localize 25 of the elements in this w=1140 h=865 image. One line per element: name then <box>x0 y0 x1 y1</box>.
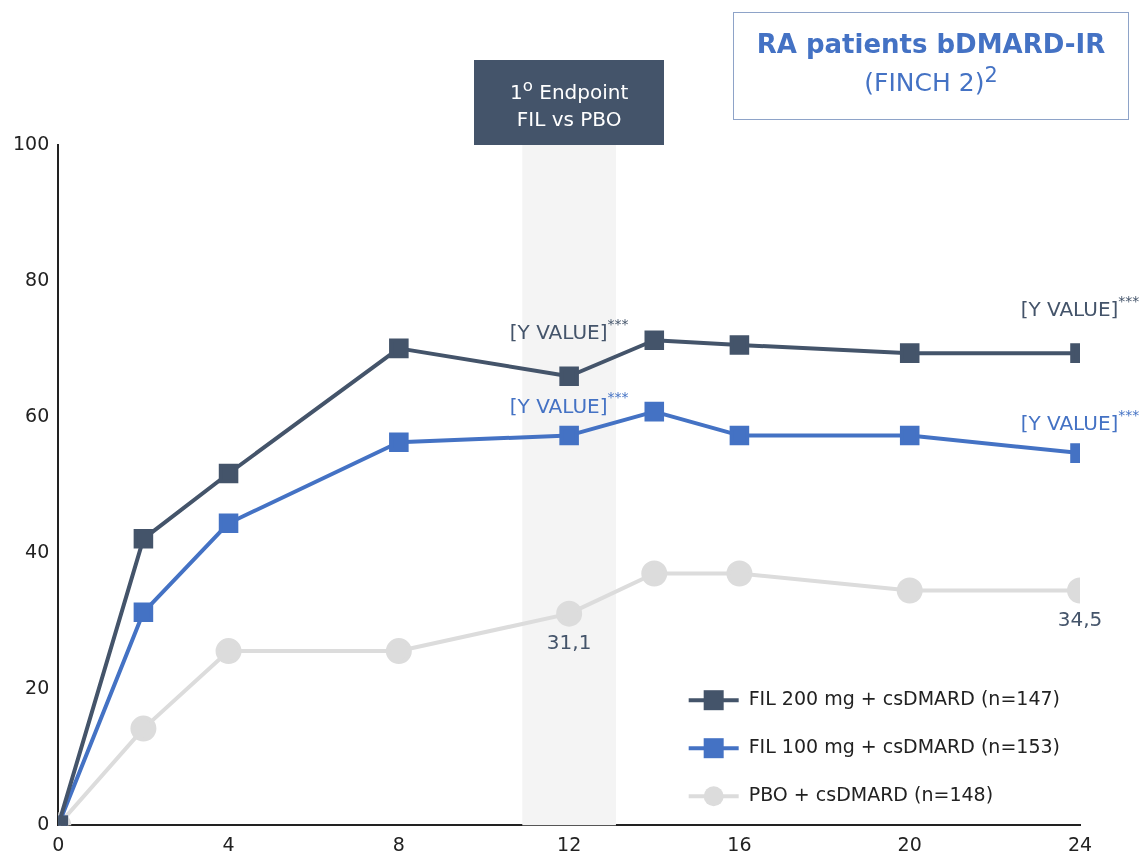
y-tick-label: 20 <box>25 676 50 699</box>
data-label: [Y VALUE]*** <box>1020 406 1140 436</box>
x-tick-label: 20 <box>897 832 922 855</box>
data-label: [Y VALUE]*** <box>509 389 629 418</box>
x-tick-label: 8 <box>392 832 405 855</box>
data-label: 31,1 <box>546 629 592 654</box>
data-label: [Y VALUE]*** <box>1020 292 1140 322</box>
y-tick-label: 60 <box>25 404 50 427</box>
legend-label: FIL 100 mg + csDMARD (n=153) <box>748 735 1061 758</box>
data-label: [Y VALUE]*** <box>509 315 629 345</box>
y-tick-label: 100 <box>13 131 50 154</box>
x-tick-label: 0 <box>52 832 65 855</box>
x-tick-label: 4 <box>222 832 235 855</box>
x-tick-label: 12 <box>557 832 582 855</box>
legend-label: PBO + csDMARD (n=148) <box>748 783 994 806</box>
x-tick-label: 16 <box>727 832 752 855</box>
data-label: 34,5 <box>1057 606 1103 631</box>
chart-subtitle: (FINCH 2)$^{2}$ <box>863 63 999 98</box>
chart-title: RA patients bDMARD-IR <box>755 29 1107 59</box>
y-tick-label: 80 <box>25 267 50 290</box>
y-tick-label: 0 <box>37 812 50 835</box>
legend-label: FIL 200 mg + csDMARD (n=147) <box>748 687 1061 710</box>
x-tick-label: 24 <box>1067 832 1093 855</box>
y-tick-label: 40 <box>25 540 50 563</box>
band-label: 1$^{o}$ Endpoint FIL vs PBO <box>474 60 665 145</box>
